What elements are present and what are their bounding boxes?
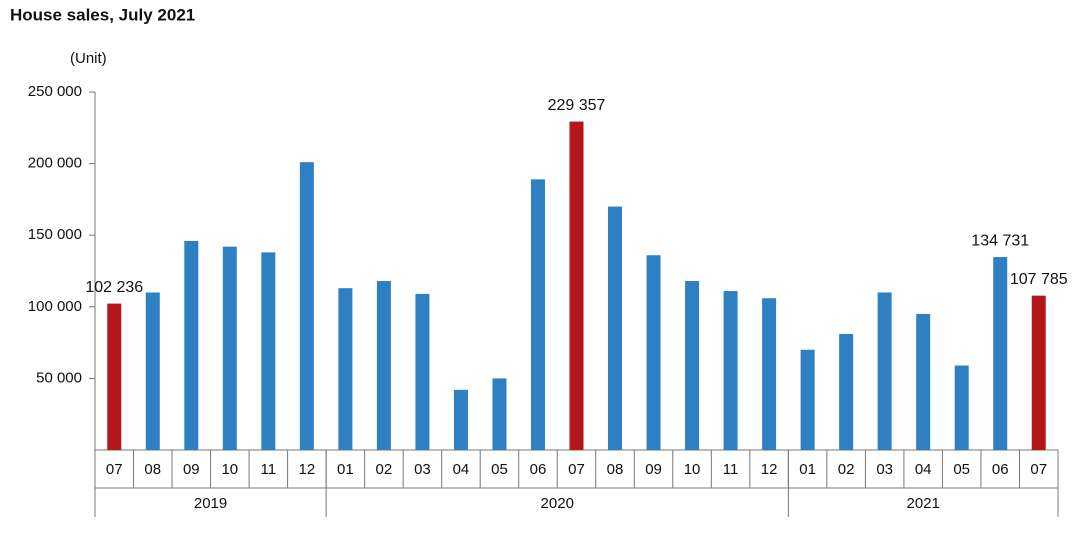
- bar: [646, 255, 661, 450]
- bar: [376, 281, 391, 450]
- x-tick-label: 04: [915, 461, 932, 478]
- y-tick-label: 150 000: [28, 226, 82, 243]
- x-tick-label: 10: [221, 461, 238, 478]
- x-tick-label: 12: [299, 461, 316, 478]
- bar: [916, 313, 931, 450]
- bar: [492, 378, 507, 450]
- y-tick-label: 100 000: [28, 298, 82, 315]
- bar: [954, 365, 969, 450]
- bar: [222, 246, 237, 450]
- group-label: 2020: [541, 495, 574, 512]
- x-tick-label: 06: [992, 461, 1009, 478]
- x-tick-label: 09: [645, 461, 662, 478]
- x-tick-label: 10: [684, 461, 701, 478]
- bar: [762, 298, 777, 450]
- value-label: 229 357: [548, 97, 606, 114]
- x-tick-label: 07: [568, 461, 585, 478]
- x-tick-label: 05: [953, 461, 970, 478]
- x-tick-label: 02: [376, 461, 393, 478]
- y-tick-label: 200 000: [28, 155, 82, 172]
- y-tick-label: 50 000: [36, 369, 82, 386]
- value-label: 107 785: [1010, 271, 1068, 288]
- bar: [1031, 295, 1046, 450]
- value-label: 102 236: [85, 279, 143, 296]
- chart-title: House sales, July 2021: [10, 5, 195, 24]
- x-tick-label: 07: [106, 461, 123, 478]
- bar: [145, 292, 160, 450]
- bar: [530, 179, 545, 451]
- x-tick-label: 08: [607, 461, 624, 478]
- x-tick-label: 01: [799, 461, 816, 478]
- bar: [415, 293, 430, 450]
- group-label: 2019: [194, 495, 227, 512]
- bar: [107, 303, 122, 450]
- bar: [877, 292, 892, 450]
- x-tick-label: 02: [838, 461, 855, 478]
- bar: [800, 349, 815, 450]
- bar: [184, 240, 199, 450]
- bar: [569, 121, 584, 450]
- bar: [723, 291, 738, 450]
- x-tick-label: 03: [876, 461, 893, 478]
- x-tick-label: 08: [144, 461, 161, 478]
- bar: [299, 162, 314, 450]
- x-tick-label: 06: [530, 461, 547, 478]
- bar: [453, 389, 468, 450]
- x-tick-label: 04: [453, 461, 470, 478]
- x-tick-label: 12: [761, 461, 778, 478]
- x-tick-label: 11: [723, 461, 739, 478]
- x-tick-label: 03: [414, 461, 431, 478]
- y-axis-label: (Unit): [70, 50, 107, 67]
- x-tick-label: 09: [183, 461, 200, 478]
- group-label: 2021: [906, 495, 939, 512]
- bar: [261, 252, 276, 450]
- bar: [685, 281, 700, 450]
- value-label: 134 731: [971, 232, 1029, 249]
- bar: [608, 206, 623, 450]
- x-tick-label: 07: [1030, 461, 1047, 478]
- x-tick-label: 05: [491, 461, 508, 478]
- bar: [839, 334, 854, 450]
- bar: [338, 288, 353, 450]
- x-tick-label: 01: [337, 461, 354, 478]
- y-tick-label: 250 000: [28, 83, 82, 100]
- bar: [993, 257, 1008, 450]
- x-tick-label: 11: [261, 461, 277, 478]
